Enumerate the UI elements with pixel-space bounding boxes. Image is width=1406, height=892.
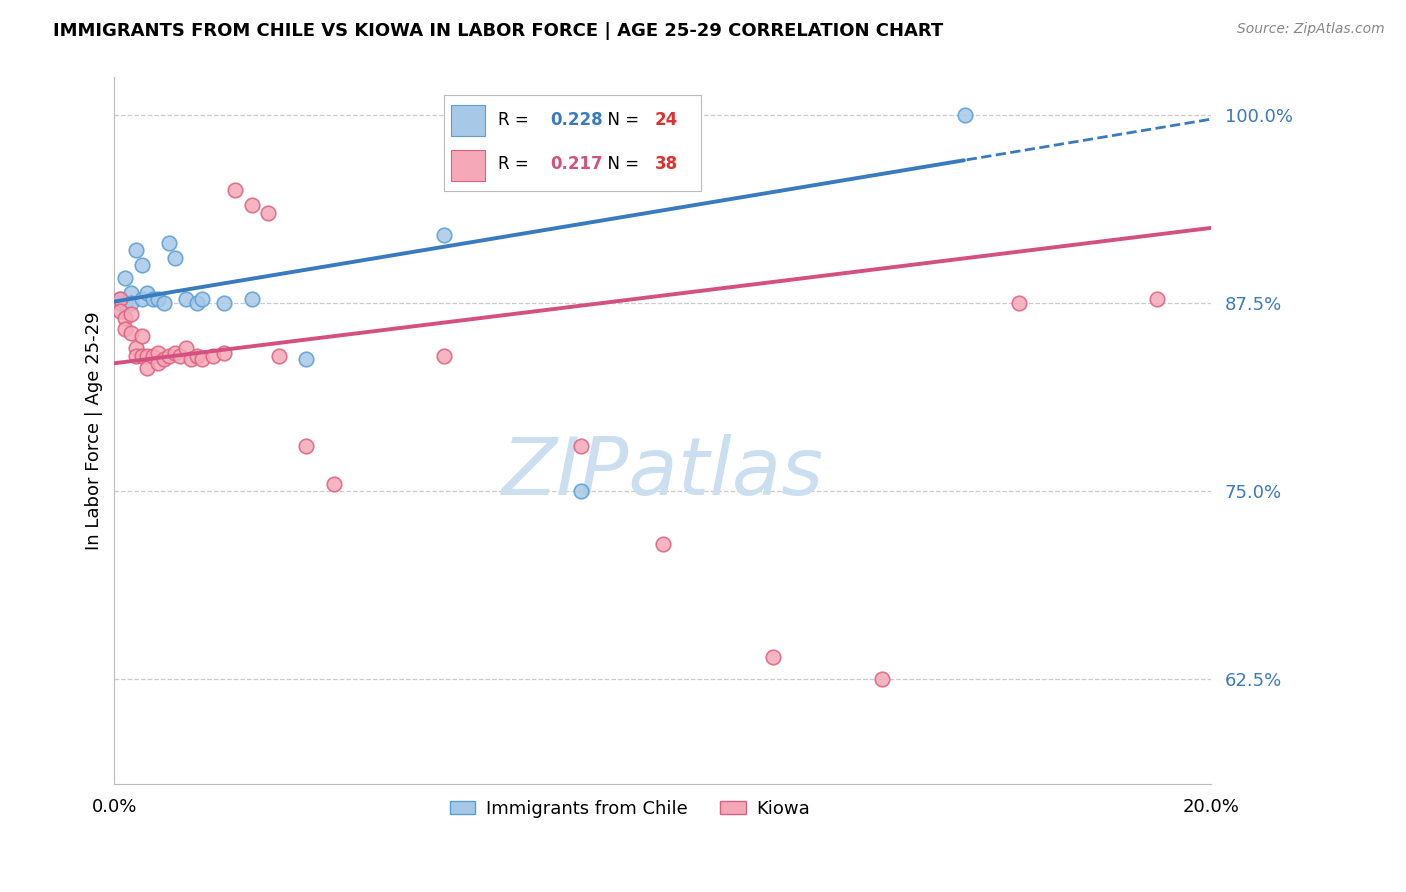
Point bbox=[202, 349, 225, 363]
Point bbox=[295, 351, 318, 366]
Point bbox=[131, 329, 153, 343]
Point bbox=[169, 349, 191, 363]
Point bbox=[240, 292, 263, 306]
Point bbox=[163, 251, 186, 265]
Point bbox=[125, 349, 148, 363]
Point bbox=[257, 206, 280, 220]
Point bbox=[114, 296, 136, 310]
Point bbox=[120, 307, 142, 321]
Point bbox=[224, 183, 246, 197]
Text: IMMIGRANTS FROM CHILE VS KIOWA IN LABOR FORCE | AGE 25-29 CORRELATION CHART: IMMIGRANTS FROM CHILE VS KIOWA IN LABOR … bbox=[53, 22, 943, 40]
Point bbox=[157, 349, 180, 363]
Point bbox=[240, 198, 263, 212]
Text: Source: ZipAtlas.com: Source: ZipAtlas.com bbox=[1237, 22, 1385, 37]
Point bbox=[131, 349, 153, 363]
Point bbox=[1146, 292, 1168, 306]
Point bbox=[120, 285, 142, 300]
Point bbox=[186, 349, 208, 363]
Text: ZIPatlas: ZIPatlas bbox=[502, 434, 824, 512]
Legend: Immigrants from Chile, Kiowa: Immigrants from Chile, Kiowa bbox=[443, 792, 817, 825]
Point bbox=[212, 296, 235, 310]
Point bbox=[569, 439, 592, 453]
Point bbox=[136, 285, 159, 300]
Point bbox=[569, 484, 592, 499]
Y-axis label: In Labor Force | Age 25-29: In Labor Force | Age 25-29 bbox=[86, 311, 103, 550]
Point bbox=[108, 303, 131, 318]
Point bbox=[212, 345, 235, 359]
Point bbox=[322, 476, 344, 491]
Point bbox=[114, 270, 136, 285]
Point bbox=[125, 244, 148, 258]
Point bbox=[432, 228, 454, 243]
Point bbox=[174, 341, 197, 355]
Point bbox=[186, 296, 208, 310]
Point bbox=[295, 439, 318, 453]
Point bbox=[108, 296, 131, 310]
Point bbox=[136, 360, 159, 375]
Point bbox=[125, 341, 148, 355]
Point bbox=[148, 356, 170, 370]
Point bbox=[108, 292, 131, 306]
Point bbox=[152, 351, 174, 366]
Point bbox=[191, 351, 214, 366]
Point bbox=[872, 672, 894, 686]
Point bbox=[136, 349, 159, 363]
Point bbox=[114, 321, 136, 335]
Point bbox=[148, 292, 170, 306]
Point bbox=[180, 351, 202, 366]
Point bbox=[1008, 296, 1031, 310]
Point bbox=[174, 292, 197, 306]
Point bbox=[148, 345, 170, 359]
Point bbox=[953, 108, 976, 122]
Point bbox=[114, 311, 136, 326]
Point bbox=[157, 235, 180, 250]
Point bbox=[120, 296, 142, 310]
Point bbox=[142, 292, 165, 306]
Point bbox=[131, 259, 153, 273]
Point bbox=[432, 349, 454, 363]
Point bbox=[191, 292, 214, 306]
Point bbox=[142, 349, 165, 363]
Point bbox=[163, 345, 186, 359]
Point bbox=[651, 537, 673, 551]
Point bbox=[108, 292, 131, 306]
Point bbox=[761, 649, 783, 664]
Point bbox=[131, 292, 153, 306]
Point bbox=[120, 326, 142, 340]
Point bbox=[267, 349, 290, 363]
Point bbox=[152, 296, 174, 310]
